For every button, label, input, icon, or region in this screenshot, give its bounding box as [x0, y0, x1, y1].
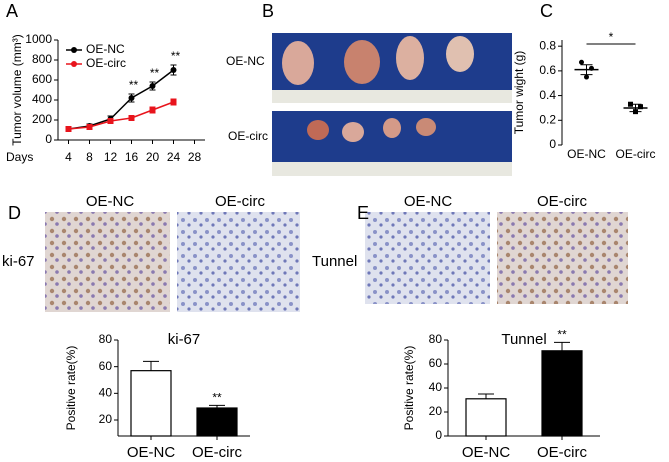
tumor-photos [272, 33, 512, 176]
significance: ** [150, 66, 160, 80]
y-axis-label: Tumor wight (g) [512, 51, 526, 135]
row-label: OE-circ [228, 129, 268, 143]
row-label: OE-NC [226, 54, 265, 68]
y-tick-label: 400 [32, 92, 52, 106]
series-line [68, 101, 174, 130]
x-tick-label: OE-circ [192, 444, 242, 461]
bar [541, 350, 583, 437]
point [128, 115, 135, 121]
legend-marker [71, 61, 77, 67]
y-tick-label: 80 [429, 332, 443, 346]
significance: * [609, 30, 614, 44]
y-tick-label: 60 [99, 359, 113, 373]
x-tick-label: 8 [86, 150, 93, 164]
y-tick-label: 0 [549, 137, 556, 151]
significance: ** [557, 328, 567, 342]
panel-label: C [540, 1, 553, 21]
x-tick-label: OE-NC [462, 444, 511, 461]
y-tick-label: 600 [32, 72, 52, 86]
x-tick-label: 4 [65, 150, 72, 164]
y-tick-label: 20 [429, 404, 443, 418]
point [638, 104, 643, 110]
point [584, 74, 589, 80]
x-tick-label: 28 [188, 150, 202, 164]
y-tick-label: 800 [32, 52, 52, 66]
point [628, 101, 633, 107]
point [149, 107, 156, 113]
y-axis-label: Tumor volume (mm³) [10, 34, 24, 146]
point [86, 124, 93, 130]
significance: ** [171, 49, 181, 63]
y-axis-label: Positive rate(%) [402, 346, 416, 431]
legend-marker [71, 47, 77, 53]
row-label: ki-67 [2, 253, 35, 270]
panel-label: E [357, 203, 369, 223]
column-label: OE-NC [86, 193, 135, 210]
column-label: OE-NC [404, 193, 453, 210]
point [65, 126, 72, 132]
point [170, 67, 177, 73]
y-tick-label: 0 [435, 428, 442, 442]
point [107, 118, 114, 124]
x-tick-label: 24 [167, 150, 181, 164]
y-tick-label: 80 [99, 332, 113, 346]
x-axis-label: Days [6, 150, 33, 164]
y-tick-label: 20 [99, 412, 113, 426]
bar [465, 398, 507, 437]
y-tick-label: 200 [32, 112, 52, 126]
ihc-image [497, 212, 628, 304]
point [589, 65, 594, 71]
bar [130, 370, 172, 437]
legend-label: OE-NC [86, 42, 125, 56]
y-tick-label: 40 [429, 380, 443, 394]
y-tick-label: 1000 [25, 32, 52, 46]
y-tick-label: 60 [429, 356, 443, 370]
significance: ** [129, 78, 139, 92]
chart-title: ki-67 [168, 331, 201, 348]
bar [196, 407, 238, 437]
point [170, 99, 177, 105]
ihc-image [365, 212, 490, 304]
y-tick-label: 0.2 [539, 112, 556, 126]
column-label: OE-circ [537, 193, 587, 210]
row-label: Tunnel [312, 253, 357, 270]
x-tick-label: 12 [104, 150, 118, 164]
panel-label: A [6, 1, 18, 21]
ihc-image [45, 212, 170, 312]
x-tick-label: 20 [146, 150, 160, 164]
legend-label: OE-circ [86, 56, 126, 70]
column-label: OE-circ [215, 193, 265, 210]
chart-title: Tunnel [501, 331, 546, 348]
series-line [68, 69, 174, 130]
y-tick-label: 0 [45, 132, 52, 146]
y-tick-label: 0.4 [539, 88, 556, 102]
point [149, 83, 156, 89]
x-tick-label: OE-NC [567, 147, 606, 161]
point [633, 109, 638, 115]
x-tick-label: OE-circ [616, 147, 656, 161]
y-tick-label: 40 [99, 386, 113, 400]
y-tick-label: 0.8 [539, 38, 556, 52]
y-axis-label: Positive rate(%) [64, 346, 78, 431]
panel-label: D [8, 203, 21, 223]
significance: ** [212, 391, 222, 405]
x-tick-label: 16 [125, 150, 139, 164]
y-tick-label: 0.6 [539, 63, 556, 77]
point [128, 95, 135, 101]
x-tick-label: OE-circ [537, 444, 587, 461]
x-tick-label: OE-NC [127, 444, 176, 461]
point [579, 59, 584, 65]
panel-label: B [262, 1, 274, 21]
ihc-image [177, 212, 300, 312]
